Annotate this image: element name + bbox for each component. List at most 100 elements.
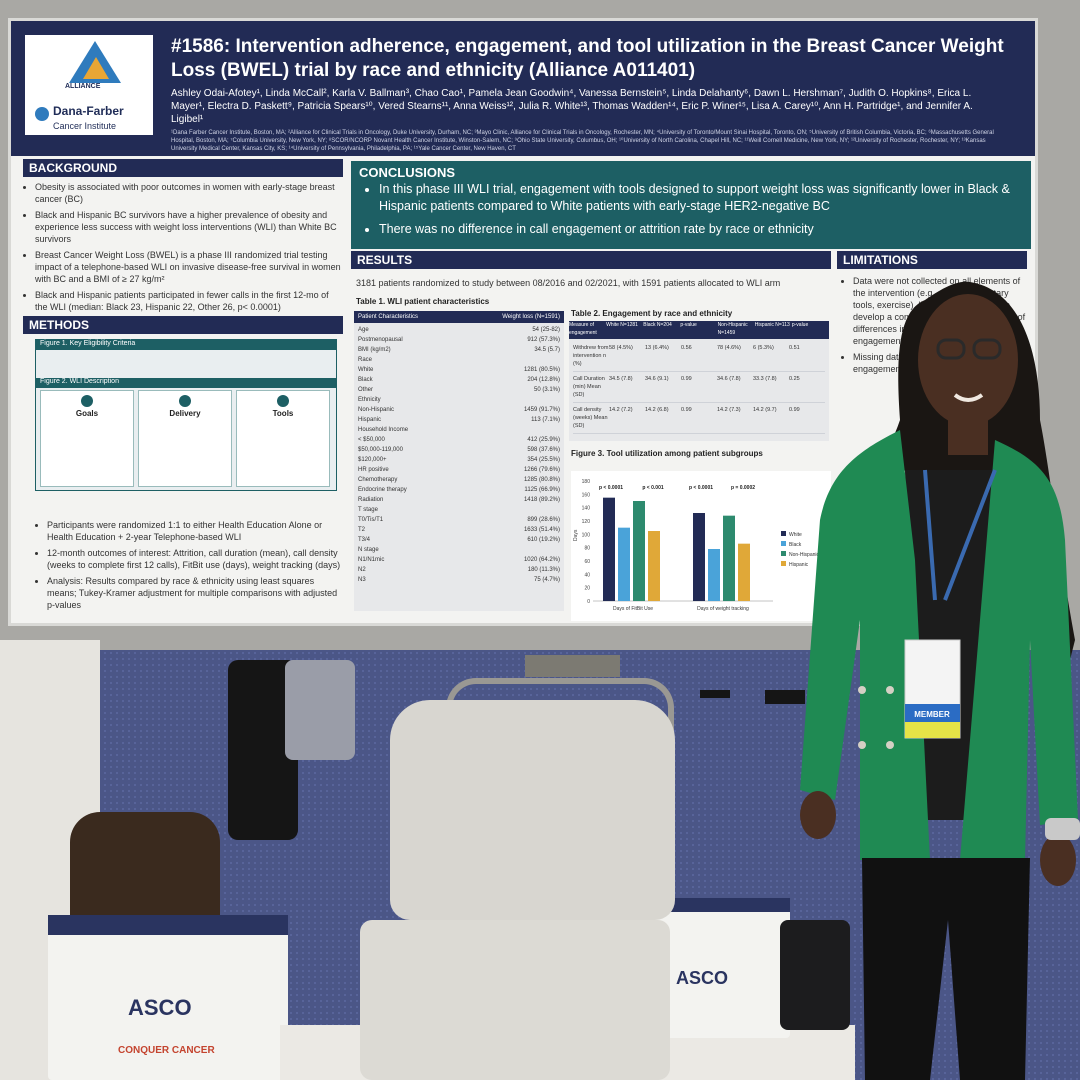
background-person-legs (525, 655, 620, 677)
y-tick-label: 60 (584, 559, 590, 565)
table-row: Other 50 (3.1%) (358, 385, 560, 395)
methods-heading: METHODS (23, 316, 343, 334)
table-row: Call density (weeks) Mean (SD) 14.2 (7.2)… (573, 403, 825, 434)
table-row: T0/Tis/T1 899 (28.6%) (358, 515, 560, 525)
chair-seat[interactable] (360, 920, 670, 1080)
y-tick-label: 160 (582, 492, 591, 498)
table-cell: 610 (19.2%) (527, 537, 560, 543)
poster-title: #1586: Intervention adherence, engagemen… (171, 36, 1004, 81)
table-cell: 0.25 (789, 376, 800, 382)
table-cell: 0.51 (789, 345, 800, 351)
table-row: N3 75 (4.7%) (358, 575, 560, 585)
table-cell: 412 (25.9%) (527, 437, 560, 443)
background-item: Breast Cancer Weight Loss (BWEL) is a ph… (35, 249, 343, 285)
jacket-button (886, 686, 894, 694)
table-cell: 113 (7.1%) (531, 417, 560, 423)
table-cell: Race (358, 357, 373, 363)
table-row: N1/N1mic 1020 (64.2%) (358, 555, 560, 565)
table-row: Chemotherapy 1285 (80.8%) (358, 475, 560, 485)
table-cell: Withdrew from intervention n (%) (573, 345, 609, 367)
background-item: Obesity is associated with poor outcomes… (35, 181, 343, 205)
methods-item: Participants were randomized 1:1 to eith… (47, 519, 345, 543)
y-tick-label: 40 (584, 572, 590, 578)
table-cell: 50 (3.1%) (533, 387, 560, 393)
table-row: T2 1633 (51.4%) (358, 525, 560, 535)
table1-header: Patient Characteristics Weight loss (N=15… (354, 311, 564, 323)
p-value-annotation: p < 0.001 (642, 485, 663, 491)
chair-backrest[interactable] (390, 700, 675, 920)
x-category-label: Days of weight tracking (697, 606, 749, 612)
table-cell: 1281 (80.5%) (523, 367, 560, 373)
table-cell: 1266 (79.6%) (523, 467, 560, 473)
results-heading: RESULTS (351, 251, 831, 269)
background-item: Black and Hispanic patients participated… (35, 289, 343, 313)
table-cell: 180 (11.3%) (527, 567, 560, 573)
table1-col-header: Weight loss (N=1591) (502, 314, 560, 320)
table-cell: Chemotherapy (358, 477, 398, 483)
table-row: Age 54 (25-82) (358, 325, 560, 335)
table-cell: N2 (358, 567, 366, 573)
black-bag (780, 920, 850, 1030)
table-row: N2 180 (11.3%) (358, 565, 560, 575)
table-cell: 13 (6.4%) (645, 345, 669, 351)
poster-header: ALLIANCE Dana-Farber Cancer Institute #1… (11, 21, 1035, 156)
right-hand (1040, 834, 1076, 886)
lanyard (923, 469, 997, 601)
table-cell: 1125 (66.9%) (524, 487, 560, 493)
table-cell: 34.6 (7.8) (717, 376, 741, 382)
tool-utilization-chart: 0 20 40 60 80 100 120 140 160 180 Days Days of FitB… (571, 471, 831, 621)
p-value-annotation: p < 0.0001 (599, 485, 623, 491)
table-cell: 78 (4.6%) (717, 345, 741, 351)
badge-strip (905, 704, 960, 722)
table-cell: Household Income (358, 427, 409, 433)
green-jacket-left (800, 430, 930, 860)
table-cell: Non-Hispanic (358, 407, 395, 413)
table-cell: 0.99 (681, 407, 692, 413)
table-row: Withdrew from intervention n (%) 58 (4.5%… (573, 341, 825, 372)
x-category-label: Days of FitBit Use (613, 606, 653, 612)
table-cell: N3 (358, 577, 366, 583)
table-row: T stage (358, 505, 560, 515)
limitations-heading: LIMITATIONS (837, 251, 1027, 269)
asco-tote-bag: ASCO CONQUER CANCER (48, 915, 288, 1080)
table-cell: T stage (358, 507, 378, 513)
goals-label: Goals (75, 409, 99, 418)
legend-swatch (781, 551, 786, 556)
glasses-icon (972, 338, 1002, 360)
table1-caption: Table 1. WLI patient characteristics (356, 297, 490, 306)
background-heading: BACKGROUND (23, 159, 343, 177)
bar (603, 497, 615, 601)
table-cell: 14.2 (6.8) (645, 407, 669, 413)
legend-label: Hispanic (789, 562, 809, 568)
table-cell: $120,000+ (358, 457, 387, 463)
y-tick-label: 180 (582, 479, 591, 485)
table-row: Ethnicity (358, 395, 560, 405)
table-cell: 912 (57.3%) (527, 337, 560, 343)
table-cell: Endocrine therapy (358, 487, 407, 493)
table-row: Call Duration (min) Mean (SD) 34.5 (7.8) 3… (573, 372, 825, 403)
table-row: T3/4 610 (19.2%) (358, 535, 560, 545)
table-row: $120,000+ 354 (25.5%) (358, 455, 560, 465)
y-tick-label: 0 (587, 599, 590, 605)
table-cell: $50,000-119,000 (358, 447, 403, 453)
table-cell: 1020 (64.2%) (523, 557, 560, 563)
table-cell: Call Duration (min) Mean (SD) (573, 376, 605, 398)
table-row: N stage (358, 545, 560, 555)
dfci-logo-icon (35, 107, 49, 121)
watch-icon (1045, 818, 1080, 840)
table-cell: 14.2 (7.3) (717, 407, 741, 413)
methods-text: Participants were randomized 1:1 to eith… (35, 519, 345, 615)
table-cell: 1418 (89.2%) (523, 497, 560, 503)
background-item: Black and Hispanic BC survivors have a h… (35, 209, 343, 245)
table-row: Race (358, 355, 560, 365)
legend-label: Black (789, 542, 802, 548)
table-cell: 598 (37.6%) (527, 447, 560, 453)
table-cell: 54 (25-82) (532, 327, 560, 333)
tools-label: Tools (272, 409, 294, 418)
background-text: Obesity is associated with poor outcomes… (23, 181, 343, 317)
table-cell: 0.99 (681, 376, 692, 382)
table2-col-header: Black N=204 (643, 322, 672, 328)
results-intro: 3181 patients randomized to study betwee… (356, 278, 781, 288)
conclusion-item: There was no difference in call engageme… (379, 221, 1035, 238)
target-icon (81, 395, 93, 407)
